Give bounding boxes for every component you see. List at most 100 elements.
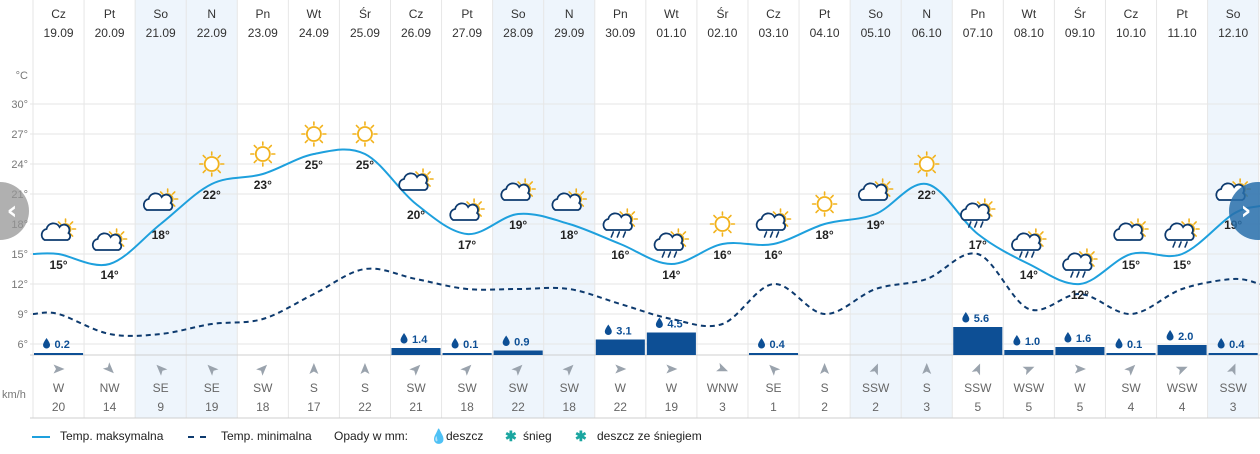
wind-arrow-icon [1227,363,1236,376]
sun-ray [619,211,624,215]
wind-arrow-shape [460,364,472,376]
rain-streak [1178,241,1182,248]
cloud-shape [1113,222,1144,241]
cloud-shape [1062,252,1093,271]
wind-arrow-icon [460,364,472,376]
sun-ray [713,229,717,234]
sun-cloud-icon [551,188,588,211]
wind-arrow-shape [1074,364,1086,374]
max-temp-label: 17° [969,238,987,252]
sun-ray [728,214,732,219]
precip-value: 1.6 [1076,333,1091,345]
sun-ray [886,181,891,185]
wind-unit-label: km/h [2,389,26,401]
y-tick-label: 24° [11,159,28,171]
sun-cloud-rain-icon [1062,248,1098,278]
sun-ray [631,223,636,227]
sun-cloud-icon [857,178,894,201]
sun-ray [171,203,176,207]
day-date: 19.09 [44,26,74,40]
y-tick-label: 12° [11,279,28,291]
day-date: 26.09 [401,26,431,40]
cloud-shape [1011,232,1042,251]
sun-ray [713,214,717,219]
day-date: 09.10 [1065,26,1095,40]
sun-cloud-icon [449,198,485,221]
precip-label: 2.0 [1166,330,1193,343]
wind-speed: 2 [872,400,879,414]
cloud-shape [602,212,633,231]
wind-speed: 1 [770,400,777,414]
max-temp-label: 15° [1173,258,1191,272]
rain-streak [973,221,978,228]
wind-arrow-shape [511,364,523,376]
sun-ray [1142,233,1146,237]
rain-snow-icon: ✱ [575,428,587,444]
sun-ray [171,191,176,195]
wind-speed: 18 [460,400,474,414]
wind-arrow-icon [1175,366,1188,376]
wind-arrow-shape [207,364,219,376]
sun-cloud-icon [91,228,128,251]
weekend-column [186,0,238,418]
precip-bar [34,353,84,355]
sun-ray [120,243,125,247]
y-tick-label: 15° [11,249,28,261]
rain-streak [667,251,672,258]
max-temp-label: 25° [356,158,374,172]
day-name: Wt [307,7,322,21]
precip-label: 1.4 [400,333,428,346]
cloud-shape [755,212,787,231]
day-name: Pn [613,7,628,21]
day-date: 23.09 [248,26,278,40]
sun-ray [478,201,482,205]
wind-arrow-shape [53,364,65,374]
wind-direction: WSW [1167,381,1198,395]
wind-arrow-shape [716,362,728,372]
sun-ray [217,154,222,159]
sun-ray [568,191,573,195]
legend-rain-label: deszcz [446,429,484,443]
precip-bar [646,332,696,355]
rain-streak [979,221,984,228]
cloud-shape [398,172,429,191]
precip-bar [442,353,492,355]
wind-direction: S [361,381,369,395]
sun-ray [988,201,993,205]
wind-arrow-icon [156,364,168,376]
day-name: Pn [970,7,985,21]
legend-min-swatch [188,436,206,438]
cloud-shape [449,202,480,221]
raindrop-icon [1013,335,1021,346]
raindrop-icon [451,338,459,349]
y-axis-unit: °C [16,70,28,82]
wind-arrow-icon [409,364,421,376]
wind-arrow-shape [922,363,932,374]
wind-arrow-shape [1175,366,1188,376]
sun-ray [57,221,62,225]
wind-speed: 3 [1230,400,1237,414]
max-temp-label: 12° [1071,288,1089,302]
sun-ray [886,193,891,197]
precip-bar [595,339,645,355]
y-tick-label: 27° [11,129,28,141]
sun-cloud-rain-icon [602,208,639,238]
sun-ray [69,233,74,237]
rain-streak [1070,271,1074,278]
sun-ray [682,231,687,235]
day-date: 24.09 [299,26,329,40]
cloud-shape [1164,222,1195,241]
max-temp-label: 23° [254,178,272,192]
sun-ray [682,243,687,247]
wind-arrow-shape [1022,366,1035,376]
raindrop-icon: 💧 [430,428,448,444]
cloud-shape [653,232,684,251]
wind-direction: SE [766,381,782,395]
day-date: 25.09 [350,26,380,40]
max-temp-label: 19° [867,218,885,232]
wind-direction: SE [153,381,169,395]
sun-disc [357,126,373,142]
raindrop-icon [1115,338,1123,349]
day-name: So [511,7,526,21]
sun-ray [120,231,125,235]
